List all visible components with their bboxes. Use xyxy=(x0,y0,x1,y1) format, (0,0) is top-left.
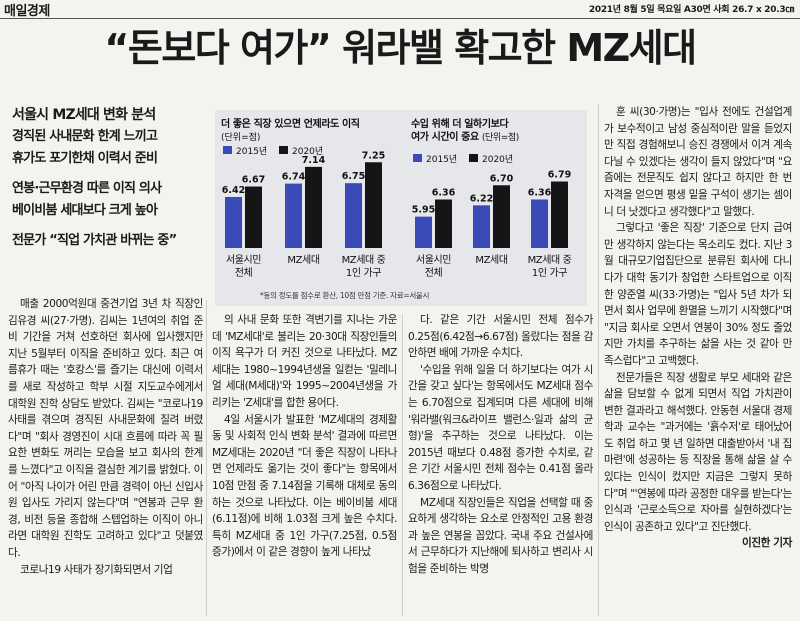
bar xyxy=(551,181,568,248)
data-label: 6.79 xyxy=(548,170,571,181)
paragraph: 그렇다고 '좋은 직장' 기준으로 단지 급여만 생각하지 않는다는 목소리도 … xyxy=(604,222,792,367)
legend-label: 2015년 xyxy=(236,146,267,157)
category-label: MZ세대 xyxy=(287,254,319,266)
chart-title: 더 좋은 직장 있으면 언제라도 이직 xyxy=(221,117,360,130)
bar xyxy=(473,205,490,248)
paper-name: 매일경제 xyxy=(4,4,50,19)
subhead-line: 휴가도 포기한채 이력서 준비 xyxy=(12,151,158,166)
subhead-line: 연봉·근무환경 따른 이직 의사 xyxy=(12,181,162,196)
data-label: 6.42 xyxy=(222,185,245,196)
column-divider xyxy=(402,314,403,616)
data-label: 6.70 xyxy=(490,173,514,184)
chart-unit: (단위=점) xyxy=(221,131,260,143)
article-column-2: 의 사내 문화 또한 격변기를 지나는 가운데 'MZ세대'로 불리는 20·3… xyxy=(212,312,397,561)
data-label: 6.36 xyxy=(432,187,456,198)
chart-title-line: 여가 시간이 중요 (단위=점) xyxy=(411,130,519,143)
data-label: 6.36 xyxy=(528,187,552,198)
bar xyxy=(345,183,362,248)
data-label: 6.22 xyxy=(470,193,493,204)
article-column-1: 매출 2000억원대 중견기업 3년 차 직장인 김유경 씨(27·가명). 김… xyxy=(8,296,203,578)
subhead-line: 전문가 “직업 가치관 바뀌는 중” xyxy=(12,233,177,248)
category-label: MZ세대 xyxy=(475,254,507,266)
dateline: 2021년 8월 5일 목요일 A30면 사회 26.7 x 20.3㎝ xyxy=(588,5,794,15)
article-column-4: 훈 씨(30·가명)는 "입사 전에도 건설업계가 보수적이고 남성 중심적이란… xyxy=(604,104,792,552)
legend-swatch xyxy=(279,146,288,154)
paragraph: 코로나19 사태가 장기화되면서 기업 xyxy=(20,563,173,576)
category-label: 1인 가구 xyxy=(532,267,567,279)
legend-label: 2020년 xyxy=(292,146,323,157)
byline: 이진한 기자 xyxy=(741,537,792,550)
bar xyxy=(415,216,432,248)
chart-panel: 더 좋은 직장 있으면 언제라도 이직 (단위=점) 2015년 2020년 6.42 6… xyxy=(215,110,587,306)
paragraph: '수입을 위해 일을 더 하기보다는 여가 시간을 갖고 싶다'는 항목에서도 … xyxy=(408,363,593,492)
data-label: 5.95 xyxy=(412,205,435,216)
paragraph: 의 사내 문화 또한 격변기를 지나는 가운데 'MZ세대'로 불리는 20·3… xyxy=(212,314,397,409)
category-label: 1인 가구 xyxy=(346,267,381,279)
paragraph: 매출 2000억원대 중견기업 3년 차 직장인 김유경 씨(27·가명). 김… xyxy=(8,298,203,559)
subhead-line: 서울시 MZ세대 변화 분석 xyxy=(12,107,156,123)
chart-footnote: *동의 정도를 점수로 환산, 10점 만점 기준. 자료=서울시 xyxy=(260,291,430,300)
bar xyxy=(435,199,452,248)
bar xyxy=(365,162,382,248)
paragraph: 훈 씨(30·가명)는 "입사 전에도 건설업계가 보수적이고 남성 중심적이란… xyxy=(604,106,792,218)
legend-swatch xyxy=(413,154,422,162)
masthead: 매일경제 2021년 8월 5일 목요일 A30면 사회 26.7 x 20.3… xyxy=(0,0,800,19)
category-label: 서울시민 xyxy=(416,254,451,266)
bar xyxy=(531,199,548,248)
data-label: 6.74 xyxy=(282,172,306,183)
legend-label: 2015년 xyxy=(426,154,457,165)
category-label: MZ세대 중 xyxy=(342,254,386,266)
data-label: 7.25 xyxy=(362,150,385,161)
bar xyxy=(225,196,242,248)
subhead-block-3: 연봉·근무환경 따른 이직 의사 베이비붐 세대보다 크게 높아 xyxy=(12,178,212,222)
subhead-line: 경직된 사내문화 한계 느끼고 xyxy=(12,129,158,144)
bar xyxy=(245,186,262,248)
column-divider xyxy=(598,104,599,616)
paragraph: 다. 같은 기간 서울시민 전체 점수가 0.25점(6.42점→6.67점) … xyxy=(408,314,593,360)
bar xyxy=(305,166,322,248)
paragraph: 전문가들은 직장 생활로 부모 세대와 같은 삶을 담보할 수 없게 되면서 직… xyxy=(604,371,792,533)
subhead-line: 베이비붐 세대보다 크게 높아 xyxy=(12,203,158,218)
subheads: 서울시 MZ세대 변화 분석 경직된 사내문화 한계 느끼고 휴가도 포기한채 … xyxy=(12,104,212,260)
legend-label: 2020년 xyxy=(482,154,513,165)
subhead-block-1: 서울시 MZ세대 변화 분석 xyxy=(12,104,212,126)
category-label: 서울시민 xyxy=(226,254,261,266)
category-label: 전체 xyxy=(235,267,253,279)
subhead-block-2: 경직된 사내문화 한계 느끼고 휴가도 포기한채 이력서 준비 xyxy=(12,126,212,170)
headline: “돈보다 여가” 워라밸 확고한 MZ세대 xyxy=(104,26,697,70)
chart-title-line: 수입 위해 더 일하기보다 xyxy=(411,117,509,130)
bar xyxy=(493,185,510,248)
category-label: 전체 xyxy=(425,267,443,279)
paragraph: 4일 서울시가 발표한 'MZ세대의 경제활동 및 사회적 인식 변화 분석' … xyxy=(212,413,397,559)
article-column-3: 다. 같은 기간 서울시민 전체 점수가 0.25점(6.42점→6.67점) … xyxy=(408,312,593,578)
bar xyxy=(285,183,302,248)
bar-charts: 더 좋은 직장 있으면 언제라도 이직(단위=점)2015년 2020년6.426… xyxy=(221,117,572,279)
paragraph: MZ세대 직장인들은 직업을 선택할 때 중요하게 생각하는 요소로 안정적인 … xyxy=(408,496,593,575)
data-label: 6.75 xyxy=(342,171,365,182)
chart-unit: (단위=점) xyxy=(482,131,519,143)
category-label: MZ세대 중 xyxy=(528,254,572,266)
column-divider xyxy=(206,300,207,616)
data-label: 6.67 xyxy=(242,175,265,186)
legend-swatch xyxy=(469,154,478,162)
data-label: 7.14 xyxy=(302,155,326,166)
legend-swatch xyxy=(223,146,232,154)
subhead-block-4: 전문가 “직업 가치관 바뀌는 중” xyxy=(12,230,212,252)
